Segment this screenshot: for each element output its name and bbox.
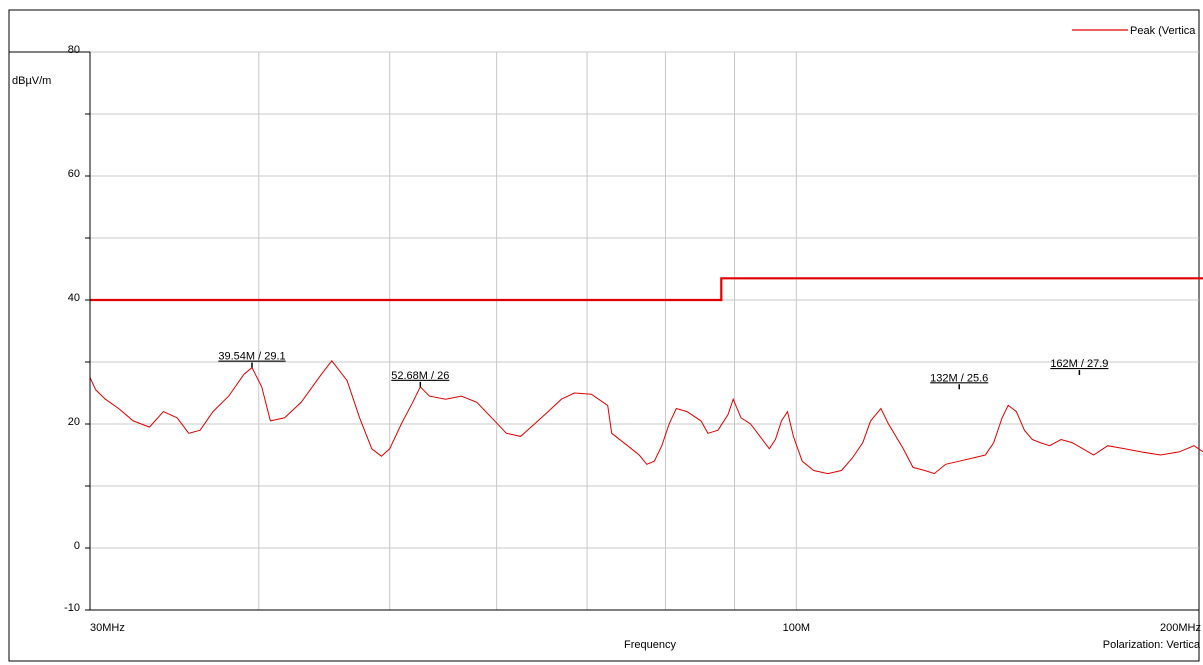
limit-line xyxy=(90,277,1203,302)
x-tick-label: 30MHz xyxy=(90,622,125,634)
marker-label: 52.68M / 26 xyxy=(391,370,449,382)
y-axis-unit: dBµV/m xyxy=(12,75,51,87)
y-tick-label: 0 xyxy=(74,540,80,552)
y-tick-label: -10 xyxy=(64,602,80,614)
marker-3: 162M / 27.9 xyxy=(1050,358,1108,376)
y-tick-label: 40 xyxy=(68,292,80,304)
legend-entry-peak: Peak (Vertica xyxy=(1130,25,1196,37)
tick-labels: 80 60 40 20 0 -10 30MHz 100M 200MHz xyxy=(64,44,1201,634)
y-tick-label: 80 xyxy=(68,44,80,56)
y-tick-label: 20 xyxy=(68,416,80,428)
plot-area: 39.54M / 29.1 52.68M / 26 132M / 25.6 162M … xyxy=(89,277,1203,475)
x-tick-label: 100M xyxy=(783,622,811,634)
peak-trace xyxy=(89,359,1203,475)
marker-label: 162M / 27.9 xyxy=(1050,358,1108,370)
y-tick-label: 60 xyxy=(68,168,80,180)
peak-markers: 39.54M / 29.1 52.68M / 26 132M / 25.6 162M … xyxy=(218,351,1108,390)
x-tick-label: 200MHz xyxy=(1160,622,1201,634)
marker-1: 52.68M / 26 xyxy=(391,370,449,387)
marker-0: 39.54M / 29.1 xyxy=(218,351,286,368)
legend: Peak (Vertica xyxy=(1072,25,1196,37)
outer-frame xyxy=(8,9,1200,662)
marker-2: 132M / 25.6 xyxy=(930,372,988,390)
polarization-note: Polarization: Vertica xyxy=(1103,639,1201,651)
marker-label: 132M / 25.6 xyxy=(930,372,988,384)
marker-label: 39.54M / 29.1 xyxy=(218,351,285,363)
x-axis-label: Frequency xyxy=(624,639,676,651)
